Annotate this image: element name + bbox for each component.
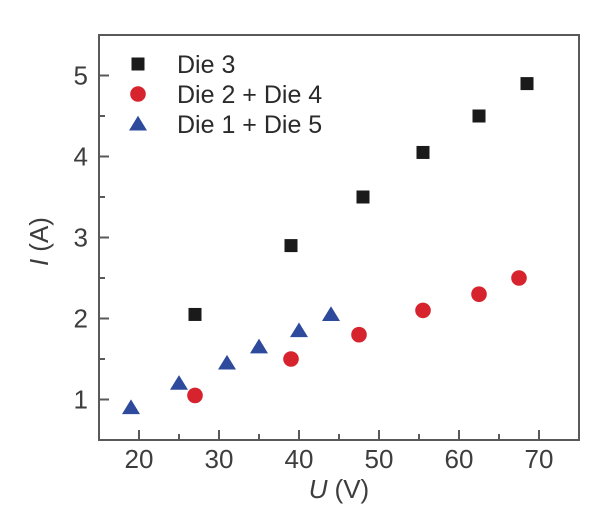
point-die-3 [356,190,370,204]
y-axis-title: I(A) [24,217,54,266]
point-die-3 [520,77,534,91]
point-die-3 [284,239,298,253]
point-die-3 [188,307,202,321]
x-tick-label: 20 [125,444,154,474]
point-die-2-die-4 [511,270,527,286]
y-tick-label: 5 [74,61,88,91]
legend-marker-die-3 [131,57,145,71]
point-die-2-die-4 [415,302,431,319]
y-tick-label: 3 [74,223,88,253]
point-die-1-die-5 [290,322,308,338]
x-tick-label: 40 [285,444,314,474]
x-tick-label: 70 [525,444,554,474]
x-tick-label: 50 [365,444,394,474]
x-tick-label: 30 [205,444,234,474]
x-tick-label: 60 [445,444,474,474]
legend-marker-die-2-die-4 [130,86,146,102]
point-die-3 [416,145,430,159]
legend-marker-die-1-die-5 [129,115,147,131]
y-tick-label: 4 [74,142,88,172]
point-die-1-die-5 [170,375,188,390]
point-die-2-die-4 [351,326,367,343]
y-tick-label: 1 [74,385,88,415]
x-axis-title: U (V) [309,474,369,504]
point-die-1-die-5 [218,354,236,370]
legend-label-die-3: Die 3 [177,51,235,79]
point-die-1-die-5 [322,306,340,321]
plot-border [98,34,580,441]
point-die-3 [472,109,486,123]
point-die-2-die-4 [187,387,203,404]
point-die-1-die-5 [250,338,268,354]
legend-label-die-2-die-4: Die 2 + Die 4 [177,81,322,109]
point-die-1-die-5 [122,399,140,415]
y-tick-label: 2 [74,304,88,334]
legend-label-die-1-die-5: Die 1 + Die 5 [177,111,322,139]
point-die-2-die-4 [283,351,299,367]
point-die-2-die-4 [471,286,487,303]
